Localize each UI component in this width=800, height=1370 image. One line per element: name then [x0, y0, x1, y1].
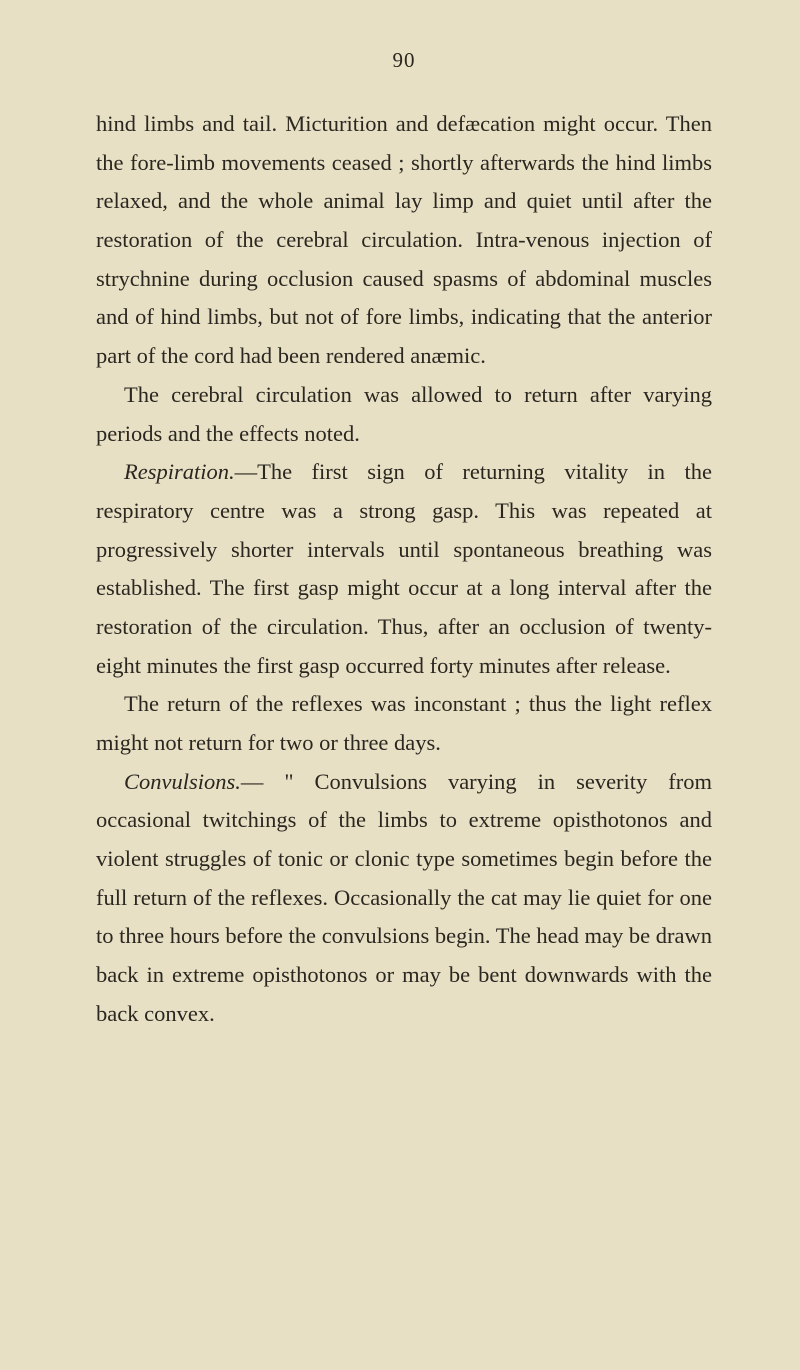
paragraph-2: The cerebral circulation was allowed to … [96, 376, 712, 453]
section-label-convulsions: Convulsions. [124, 769, 241, 794]
paragraph-1: hind limbs and tail. Micturition and def… [96, 105, 712, 376]
section-label-respiration: Respiration. [124, 459, 235, 484]
paragraph-4: The return of the reflexes was inconstan… [96, 685, 712, 762]
page-number: 90 [96, 48, 712, 73]
paragraph-5: Convulsions.— " Convulsions varying in s… [96, 763, 712, 1034]
body-text: hind limbs and tail. Micturition and def… [96, 105, 712, 1034]
paragraph-3: Respiration.—The first sign of returning… [96, 453, 712, 685]
paragraph-3-body: —The first sign of returning vitality in… [96, 459, 712, 677]
paragraph-5-body: — " Convulsions varying in severity from… [96, 769, 712, 1026]
